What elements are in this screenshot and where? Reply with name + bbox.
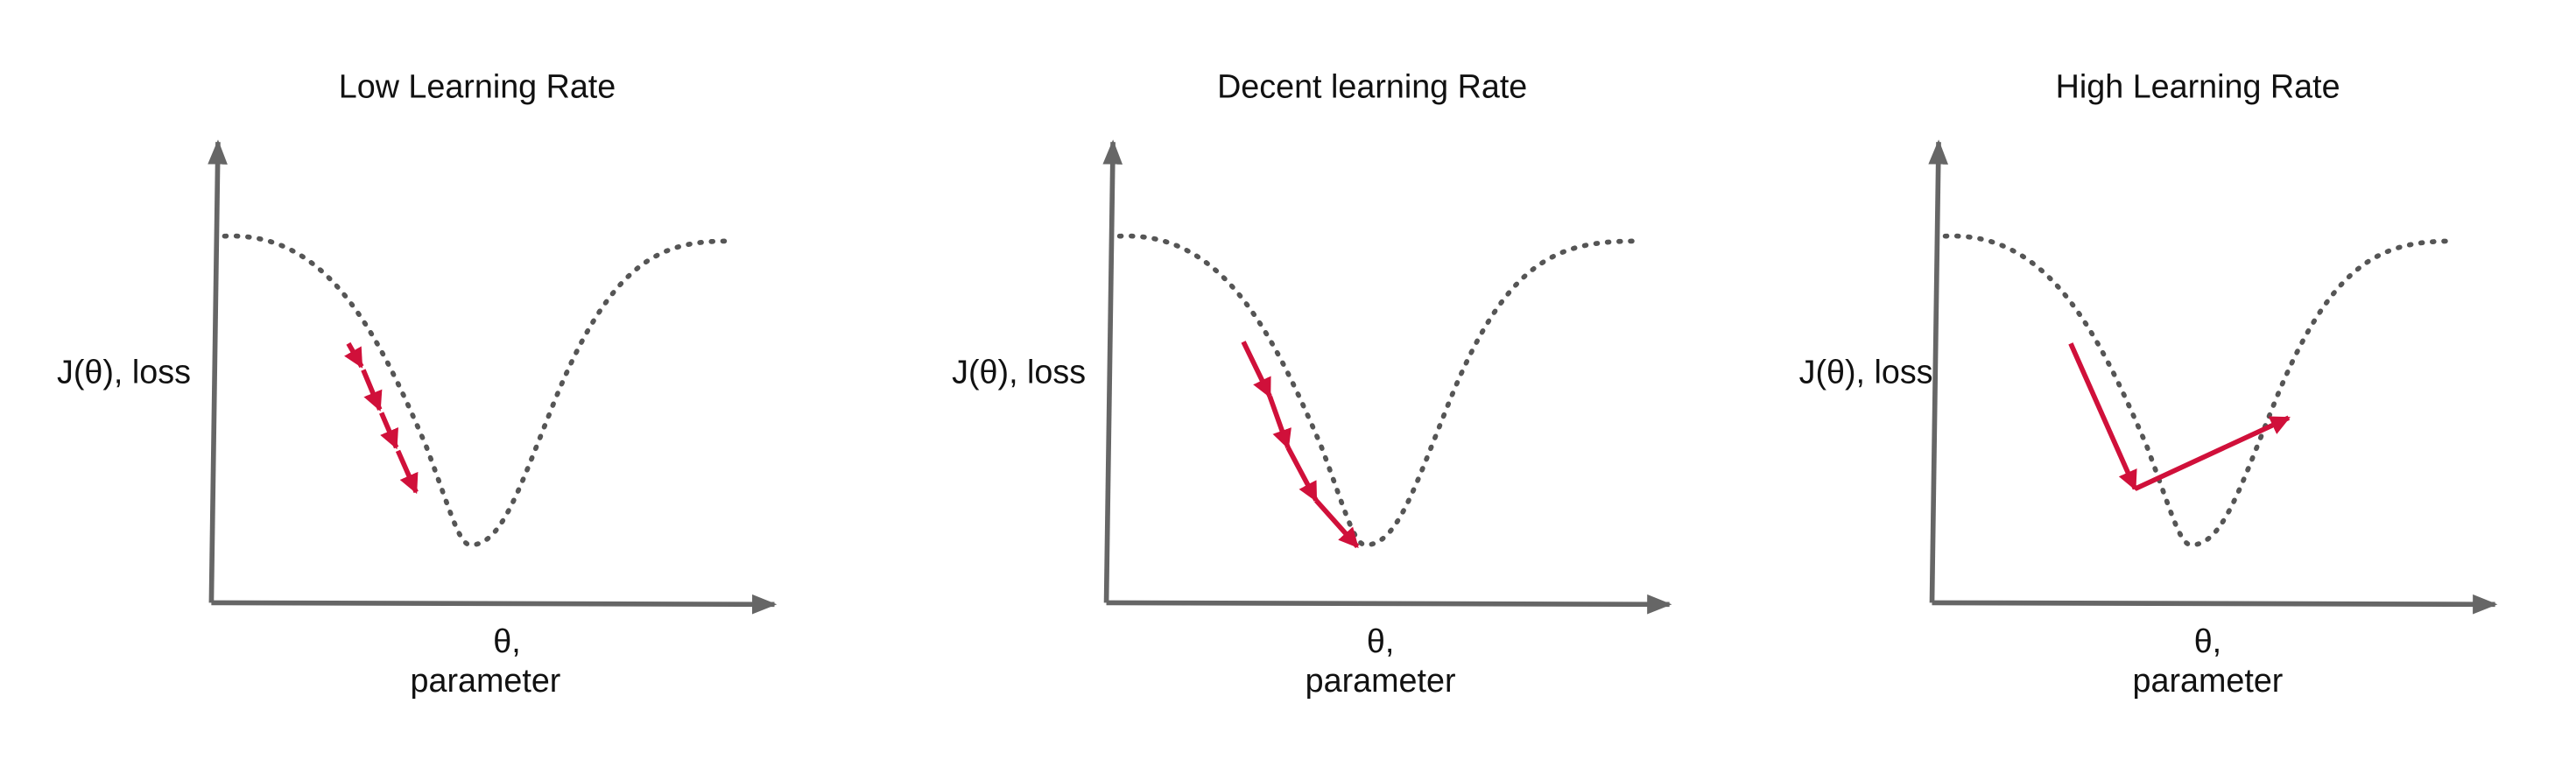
steps — [344, 341, 419, 495]
panel: Low Learning Rate J(θ), loss θ, paramete… — [57, 67, 778, 699]
loss-curve — [1942, 233, 2455, 548]
loss-curve — [1116, 233, 1637, 548]
y-label: J(θ), loss — [57, 354, 191, 391]
x-label: parameter — [2133, 662, 2284, 699]
x-axis — [1932, 594, 2498, 615]
x-label: θ, — [2194, 623, 2221, 659]
panel-title: High Learning Rate — [2056, 67, 2340, 104]
y-label: J(θ), loss — [1799, 354, 1933, 391]
x-label: parameter — [1306, 662, 1456, 699]
y-axis — [208, 139, 228, 603]
x-label: θ, — [493, 623, 520, 659]
y-axis — [1928, 139, 1948, 603]
y-label: J(θ), loss — [952, 354, 1086, 391]
panel-title: Decent learning Rate — [1217, 67, 1527, 104]
panel: High Learning Rate J(θ), loss θ, paramet… — [1799, 67, 2498, 699]
x-label: parameter — [411, 662, 561, 699]
x-axis — [1106, 594, 1672, 615]
panel-title: Low Learning Rate — [339, 67, 616, 104]
x-label: θ, — [1367, 623, 1394, 659]
steps — [1241, 341, 1360, 549]
steps — [2068, 342, 2291, 491]
x-axis — [211, 594, 778, 615]
panel: Decent learning Rate J(θ), loss θ, param… — [952, 67, 1672, 699]
loss-curve — [222, 233, 729, 548]
y-axis — [1102, 139, 1123, 603]
